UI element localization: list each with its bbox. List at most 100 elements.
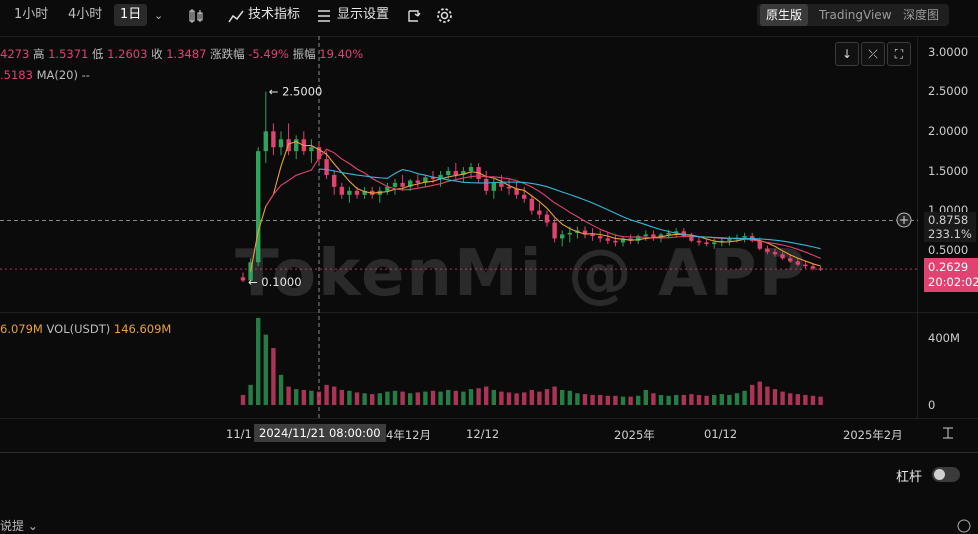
volume-bar	[765, 386, 770, 405]
low-label: 低	[92, 47, 104, 61]
volume-bar	[788, 393, 793, 405]
view-native[interactable]: 原生版	[760, 4, 809, 26]
ma-slow-line	[318, 168, 821, 250]
chevron-down-icon[interactable]: ⌄	[154, 9, 164, 22]
volume-bar	[582, 394, 588, 405]
candle-body	[788, 258, 793, 262]
candle-body	[772, 251, 778, 255]
volume-bar	[772, 389, 778, 405]
fullscreen-icon[interactable]: ⛶	[887, 42, 911, 66]
candle-body	[544, 214, 550, 223]
volume-bar	[400, 391, 405, 405]
ma-first-value: .5183	[0, 68, 33, 82]
change-value: -5.49%	[248, 47, 289, 61]
reset-icon[interactable]	[406, 8, 422, 24]
volume-bar	[256, 317, 261, 405]
candle-body	[803, 264, 808, 267]
close-value: 1.3487	[166, 47, 207, 61]
download-icon[interactable]: ↓	[835, 42, 859, 66]
view-tradingview[interactable]: TradingView	[819, 8, 892, 22]
candle-body	[385, 186, 390, 191]
candlestick-type-icon[interactable]	[188, 8, 204, 24]
candle-body	[567, 232, 572, 235]
volume-bar	[408, 393, 413, 405]
crosshair-price-tag: 0.8758 233.1%	[924, 212, 976, 242]
lever-toggle[interactable]	[932, 467, 960, 482]
candle-body	[757, 240, 762, 249]
volume-bar	[689, 394, 694, 405]
indicators-button[interactable]: 技术指标	[248, 7, 301, 22]
help-icon[interactable]	[957, 519, 971, 533]
ohlc-legend: 4273 高 1.5371 低 1.2603 收 1.3487 涨跌幅 -5.4…	[0, 46, 363, 62]
volume-bar	[377, 393, 382, 405]
candle-body	[780, 254, 785, 259]
candle-body	[362, 190, 367, 195]
crosshair-percent: 233.1%	[928, 227, 972, 241]
candle-body	[605, 238, 610, 241]
candle-body	[430, 177, 436, 179]
volume-bar	[446, 389, 451, 405]
volume-divider	[0, 418, 978, 419]
last-price: 0.2629	[928, 260, 969, 274]
candle-body	[742, 236, 747, 238]
volume-bar	[240, 394, 246, 405]
volume-bar	[522, 392, 527, 405]
price-chart[interactable]: ← 2.5000 ← 0.1000	[0, 0, 918, 420]
time-tick: 11/1	[226, 427, 252, 441]
volume-bar	[271, 348, 276, 405]
volume-tick: 0	[928, 398, 936, 412]
volume-bar	[537, 391, 542, 405]
volume-bar	[712, 394, 717, 405]
lever-label: 杠杆	[896, 470, 923, 485]
candle-body	[415, 180, 420, 183]
volume-bar	[651, 393, 656, 405]
ma20-value: --	[81, 68, 90, 82]
chevron-down-icon[interactable]: ⌄	[27, 519, 38, 533]
candle-body	[689, 236, 694, 241]
candle-body	[354, 190, 360, 195]
volume-bar	[696, 394, 702, 405]
candle-body	[324, 159, 329, 175]
gear-icon[interactable]	[436, 7, 453, 24]
volume-bar	[392, 390, 398, 405]
high-value: 1.5371	[48, 47, 89, 61]
volume-bar	[491, 389, 496, 405]
volume-bar	[278, 374, 284, 405]
time-tick: 2025年2月	[843, 428, 903, 442]
price-tick: 3.0000	[928, 45, 969, 59]
add-alert-icon[interactable]	[896, 212, 912, 228]
low-value: 1.2603	[107, 47, 148, 61]
volume-bar	[248, 384, 253, 405]
candle-body	[408, 180, 413, 187]
volume-bar	[332, 386, 337, 405]
price-axis-divider	[917, 36, 918, 418]
candle-body	[613, 240, 618, 243]
candle-body	[491, 182, 496, 191]
volume-bar	[674, 394, 679, 405]
volume-bar	[567, 390, 572, 405]
time-tick: 4年12月	[386, 428, 431, 442]
countdown: 20:02:02	[928, 275, 978, 289]
volume-bar	[438, 391, 443, 405]
toolbar-divider	[0, 36, 978, 37]
interval-1h[interactable]: 1小时	[14, 7, 49, 22]
volume-bar	[719, 394, 724, 405]
volume-bar	[301, 389, 306, 405]
candle-body	[628, 238, 633, 241]
volume-bar	[423, 391, 428, 405]
scale-reset-icon[interactable]	[941, 426, 955, 440]
interval-1d[interactable]: 1日	[114, 4, 148, 26]
candle-body	[294, 139, 299, 152]
view-depth[interactable]: 深度图	[903, 8, 940, 22]
collapse-icon[interactable]: ⤫	[861, 42, 885, 66]
volume-bar	[286, 386, 291, 405]
volume-bar	[742, 390, 747, 405]
price-tick: 0.5000	[928, 243, 969, 257]
bottom-tab-label[interactable]: 说提	[0, 519, 25, 533]
high-annotation: ← 2.5000	[269, 85, 323, 99]
candle-body	[529, 198, 534, 211]
candle-body	[560, 234, 565, 239]
candle-body	[643, 234, 648, 237]
display-settings-button[interactable]: 显示设置	[337, 7, 390, 22]
interval-4h[interactable]: 4小时	[68, 7, 103, 22]
